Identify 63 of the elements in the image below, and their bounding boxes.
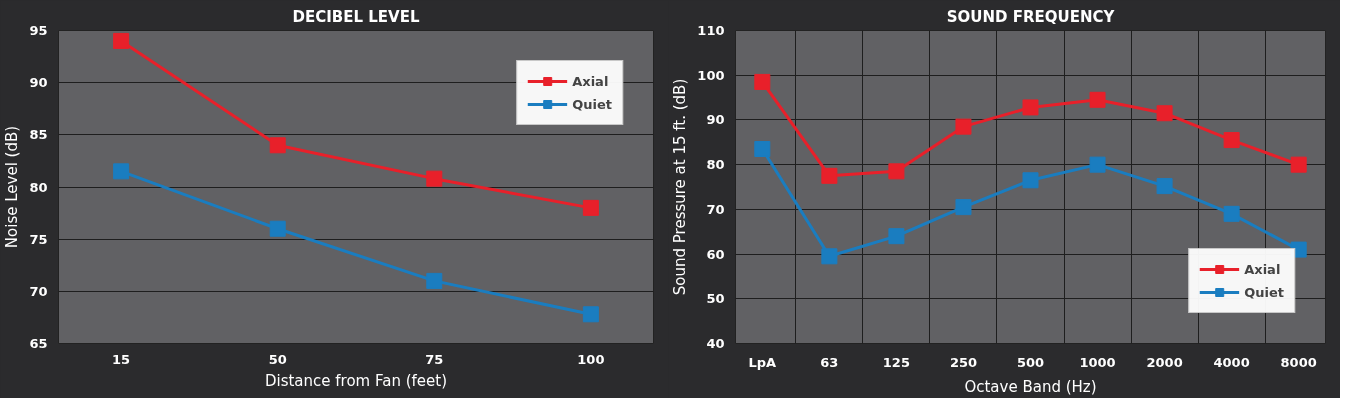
legend-label: Quiet [1244,284,1284,300]
legend-label: Axial [1244,261,1281,277]
y-tick-label: 75 [29,231,48,247]
y-tick-label: 65 [29,336,48,351]
y-tick-label: 110 [697,23,725,38]
y-tick-label: 40 [706,336,725,351]
point [426,170,443,187]
x-tick-label: 15 [112,351,131,367]
point [1089,156,1106,173]
x-tick-label: 63 [820,354,839,370]
point [113,163,130,180]
x-tick-label: 75 [425,351,444,367]
x-tick-label: 500 [1016,354,1045,370]
point [1290,156,1307,173]
y-tick-label: 70 [29,283,48,299]
y-tick-label: 80 [706,157,725,173]
legend-label: Quiet [572,96,612,112]
point [1156,178,1173,195]
point [1223,205,1240,222]
x-tick-label: 125 [882,354,910,370]
point [1022,99,1039,116]
legend-label: Axial [572,73,609,89]
y-axis-title: Noise Level (dB) [3,125,22,249]
x-axis-title: Octave Band (Hz) [964,377,1097,396]
point [113,32,130,49]
y-tick-label: 100 [697,67,725,83]
y-tick-label: 50 [706,291,725,307]
chart-title: SOUND FREQUENCY [946,7,1116,26]
point [426,272,443,289]
y-tick-label: 85 [29,127,48,143]
y-tick-label: 90 [29,75,48,91]
point [955,199,972,216]
y-axis-title: Sound Pressure at 15 ft. (dB) [671,78,690,296]
point [582,199,599,216]
x-tick-label: 8000 [1280,354,1317,370]
y-tick-label: 60 [706,246,725,262]
point [754,140,771,157]
point [1156,105,1173,122]
y-tick-label: 90 [706,112,725,128]
point [1089,91,1106,108]
point [821,167,838,184]
x-tick-label: 4000 [1213,354,1250,370]
y-tick-label: 80 [29,179,48,195]
x-axis-title: Distance from Fan (feet) [264,371,448,390]
point [1223,132,1240,149]
y-tick-label: 95 [29,23,48,38]
point [269,137,286,154]
point [1022,172,1039,189]
point [754,73,771,90]
point [888,163,905,180]
x-tick-label: 50 [268,351,287,367]
x-tick-label: 250 [949,354,978,370]
x-tick-label: LpA [748,354,777,370]
point [582,306,599,323]
x-tick-label: 100 [577,351,605,367]
x-tick-label: 1000 [1079,354,1116,370]
point [888,228,905,245]
point [955,118,972,135]
point [269,220,286,237]
y-tick-label: 70 [706,201,725,217]
x-tick-label: 2000 [1146,354,1183,370]
point [821,248,838,265]
chart-title: DECIBEL LEVEL [292,7,420,26]
